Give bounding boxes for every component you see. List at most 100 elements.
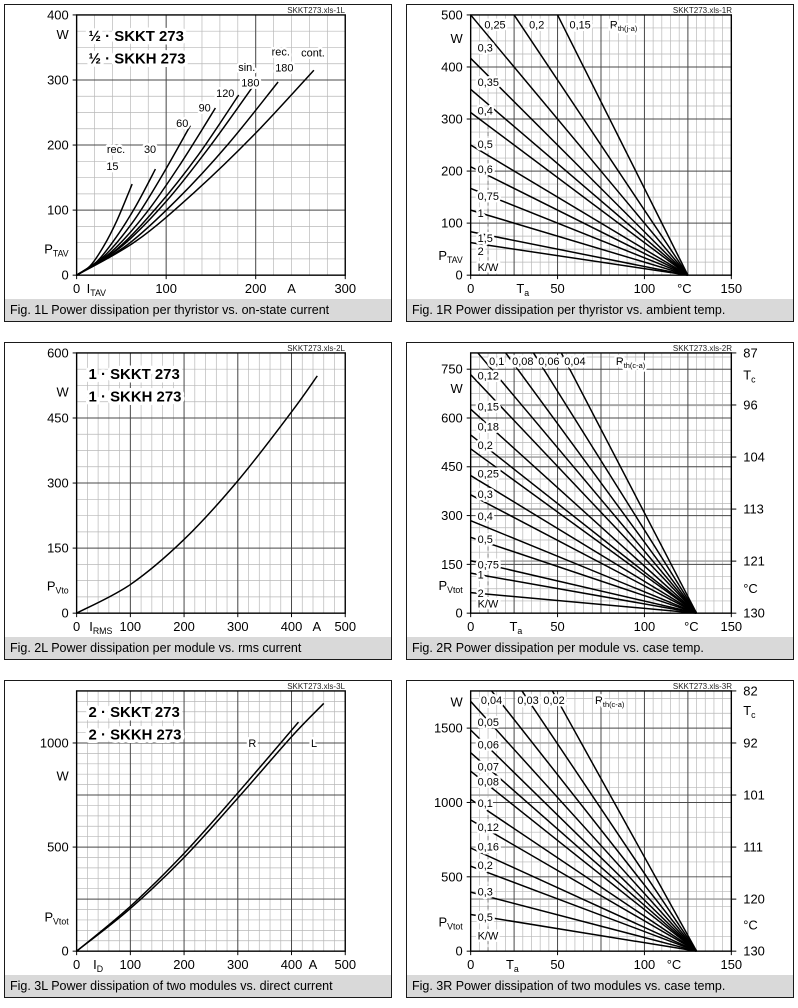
svg-text:0,1: 0,1 bbox=[489, 356, 504, 368]
svg-text:0,07: 0,07 bbox=[478, 762, 499, 774]
svg-text:0,6: 0,6 bbox=[478, 164, 493, 176]
svg-text:0,75: 0,75 bbox=[478, 191, 499, 203]
svg-text:0,2: 0,2 bbox=[478, 440, 493, 452]
svg-text:0: 0 bbox=[61, 268, 68, 283]
svg-text:0: 0 bbox=[73, 281, 80, 296]
svg-text:Ta: Ta bbox=[506, 957, 519, 974]
svg-text:30: 30 bbox=[144, 144, 156, 156]
svg-text:0,02: 0,02 bbox=[543, 695, 564, 707]
svg-text:120: 120 bbox=[743, 892, 765, 907]
chart-2r: 0,1 0,08 0,06 0,04 Rth(c-a) 0,12 0,15 0,18 0,2 0,… bbox=[438, 345, 765, 636]
svg-text:1,5: 1,5 bbox=[478, 233, 493, 245]
svg-text:0,05: 0,05 bbox=[478, 717, 499, 729]
svg-text:Rth(c-a): Rth(c-a) bbox=[616, 356, 646, 370]
svg-text:0,5: 0,5 bbox=[478, 139, 493, 151]
svg-text:0,2: 0,2 bbox=[529, 19, 544, 31]
svg-text:PVtot: PVtot bbox=[438, 578, 463, 595]
svg-text:121: 121 bbox=[743, 554, 765, 569]
svg-text:ITAV: ITAV bbox=[87, 281, 107, 298]
svg-text:cont.: cont. bbox=[301, 48, 325, 60]
svg-text:50: 50 bbox=[550, 281, 564, 296]
svg-text:°C: °C bbox=[677, 281, 691, 296]
figure-caption-2l: Fig. 2L Power dissipation per module vs.… bbox=[5, 637, 391, 659]
svg-text:Ta: Ta bbox=[516, 281, 529, 298]
chart-1r: 0,25 0,2 0,15 Rth(j-a) 0,3 0,35 0,4 0,5 0,6 0,75 1… bbox=[438, 7, 743, 298]
svg-text:0: 0 bbox=[456, 944, 463, 959]
figure-caption-1r: Fig. 1R Power dissipation per thyristor … bbox=[407, 299, 793, 321]
svg-text:104: 104 bbox=[743, 450, 765, 465]
svg-text:0,15: 0,15 bbox=[478, 402, 499, 414]
svg-text:450: 450 bbox=[441, 459, 463, 474]
svg-text:0,4: 0,4 bbox=[478, 106, 493, 118]
svg-text:PVtot: PVtot bbox=[438, 915, 463, 932]
svg-text:180: 180 bbox=[275, 63, 293, 75]
svg-text:0: 0 bbox=[467, 281, 474, 296]
svg-text:PTAV: PTAV bbox=[438, 248, 463, 265]
svg-text:180: 180 bbox=[241, 78, 259, 90]
watermark-2l: SKKT273.xls-2L bbox=[287, 344, 345, 353]
watermark-2r: SKKT273.xls-2R bbox=[672, 344, 732, 353]
svg-text:500: 500 bbox=[334, 957, 356, 972]
watermark-1l: SKKT273.xls-1L bbox=[287, 6, 345, 15]
svg-text:100: 100 bbox=[47, 203, 69, 218]
svg-text:sin.: sin. bbox=[238, 62, 255, 74]
svg-text:0,04: 0,04 bbox=[481, 695, 502, 707]
svg-text:0,3: 0,3 bbox=[478, 43, 493, 55]
svg-text:PVtot: PVtot bbox=[44, 909, 69, 926]
svg-text:500: 500 bbox=[334, 619, 356, 634]
svg-text:1 · SKKH 273: 1 · SKKH 273 bbox=[89, 390, 182, 406]
svg-text:300: 300 bbox=[441, 112, 463, 127]
svg-text:0,06: 0,06 bbox=[478, 739, 499, 751]
svg-text:300: 300 bbox=[47, 72, 69, 87]
svg-text:2: 2 bbox=[478, 246, 484, 258]
svg-text:500: 500 bbox=[441, 869, 463, 884]
svg-text:A: A bbox=[287, 281, 296, 296]
chart-3r: 0,04 0,03 0,02 Rth(c-a) 0,05 0,06 0,07 0,08 0,1 0… bbox=[434, 683, 765, 974]
svg-text:0,16: 0,16 bbox=[478, 841, 499, 853]
svg-text:K/W: K/W bbox=[478, 598, 499, 610]
svg-text:Rth(c-a): Rth(c-a) bbox=[595, 695, 625, 709]
svg-text:130: 130 bbox=[743, 606, 765, 621]
svg-text:0,5: 0,5 bbox=[478, 534, 493, 546]
figure-caption-3r: Fig. 3R Power dissipation of two modules… bbox=[407, 975, 793, 997]
svg-text:150: 150 bbox=[721, 281, 743, 296]
svg-text:ID: ID bbox=[93, 957, 103, 974]
svg-text:50: 50 bbox=[550, 619, 564, 634]
svg-text:PTAV: PTAV bbox=[44, 242, 69, 259]
svg-text:W: W bbox=[451, 695, 464, 710]
chart-2l: 1 · SKKT 273 1 · SKKH 273 0 IRMS 100 200 300 40… bbox=[47, 345, 356, 636]
svg-text:200: 200 bbox=[47, 138, 69, 153]
svg-text:0,06: 0,06 bbox=[538, 356, 559, 368]
svg-text:150: 150 bbox=[721, 619, 743, 634]
svg-text:Tc: Tc bbox=[743, 368, 756, 385]
svg-text:15: 15 bbox=[106, 161, 118, 173]
svg-text:IRMS: IRMS bbox=[89, 619, 112, 636]
svg-text:90: 90 bbox=[199, 102, 211, 114]
svg-text:°C: °C bbox=[684, 619, 698, 634]
svg-text:0,75: 0,75 bbox=[478, 559, 499, 571]
svg-text:400: 400 bbox=[281, 957, 303, 972]
figure-panel-1l: SKKT273.xls-1L ½ · SKKT 273 ½ · SKKH 273 r… bbox=[4, 4, 392, 322]
svg-text:W: W bbox=[451, 381, 464, 396]
svg-text:120: 120 bbox=[216, 88, 234, 100]
figure-caption-3l: Fig. 3L Power dissipation of two modules… bbox=[5, 975, 391, 997]
svg-text:1000: 1000 bbox=[40, 735, 69, 750]
figure-panel-3l: SKKT273.xls-3L 2 · SKKT 273 2 · SKKH 273 R… bbox=[4, 680, 392, 998]
svg-text:200: 200 bbox=[173, 957, 195, 972]
svg-text:101: 101 bbox=[743, 788, 765, 803]
svg-text:K/W: K/W bbox=[478, 931, 499, 943]
svg-text:0: 0 bbox=[61, 944, 68, 959]
svg-text:½ · SKKT 273: ½ · SKKT 273 bbox=[89, 29, 184, 45]
svg-text:°C: °C bbox=[667, 957, 681, 972]
svg-text:100: 100 bbox=[120, 957, 142, 972]
watermark-1r: SKKT273.xls-1R bbox=[672, 6, 732, 15]
figure-panel-1r: SKKT273.xls-1R 0,25 0,2 0,15 Rth(j-a) 0,3 0,3… bbox=[406, 4, 794, 322]
svg-text:0: 0 bbox=[467, 619, 474, 634]
svg-text:L: L bbox=[311, 738, 317, 750]
svg-text:0: 0 bbox=[456, 268, 463, 283]
svg-text:0,35: 0,35 bbox=[478, 77, 499, 89]
svg-text:0,3: 0,3 bbox=[478, 489, 493, 501]
svg-text:750: 750 bbox=[441, 362, 463, 377]
svg-text:2 · SKKH 273: 2 · SKKH 273 bbox=[89, 728, 182, 744]
svg-text:0,2: 0,2 bbox=[478, 860, 493, 872]
